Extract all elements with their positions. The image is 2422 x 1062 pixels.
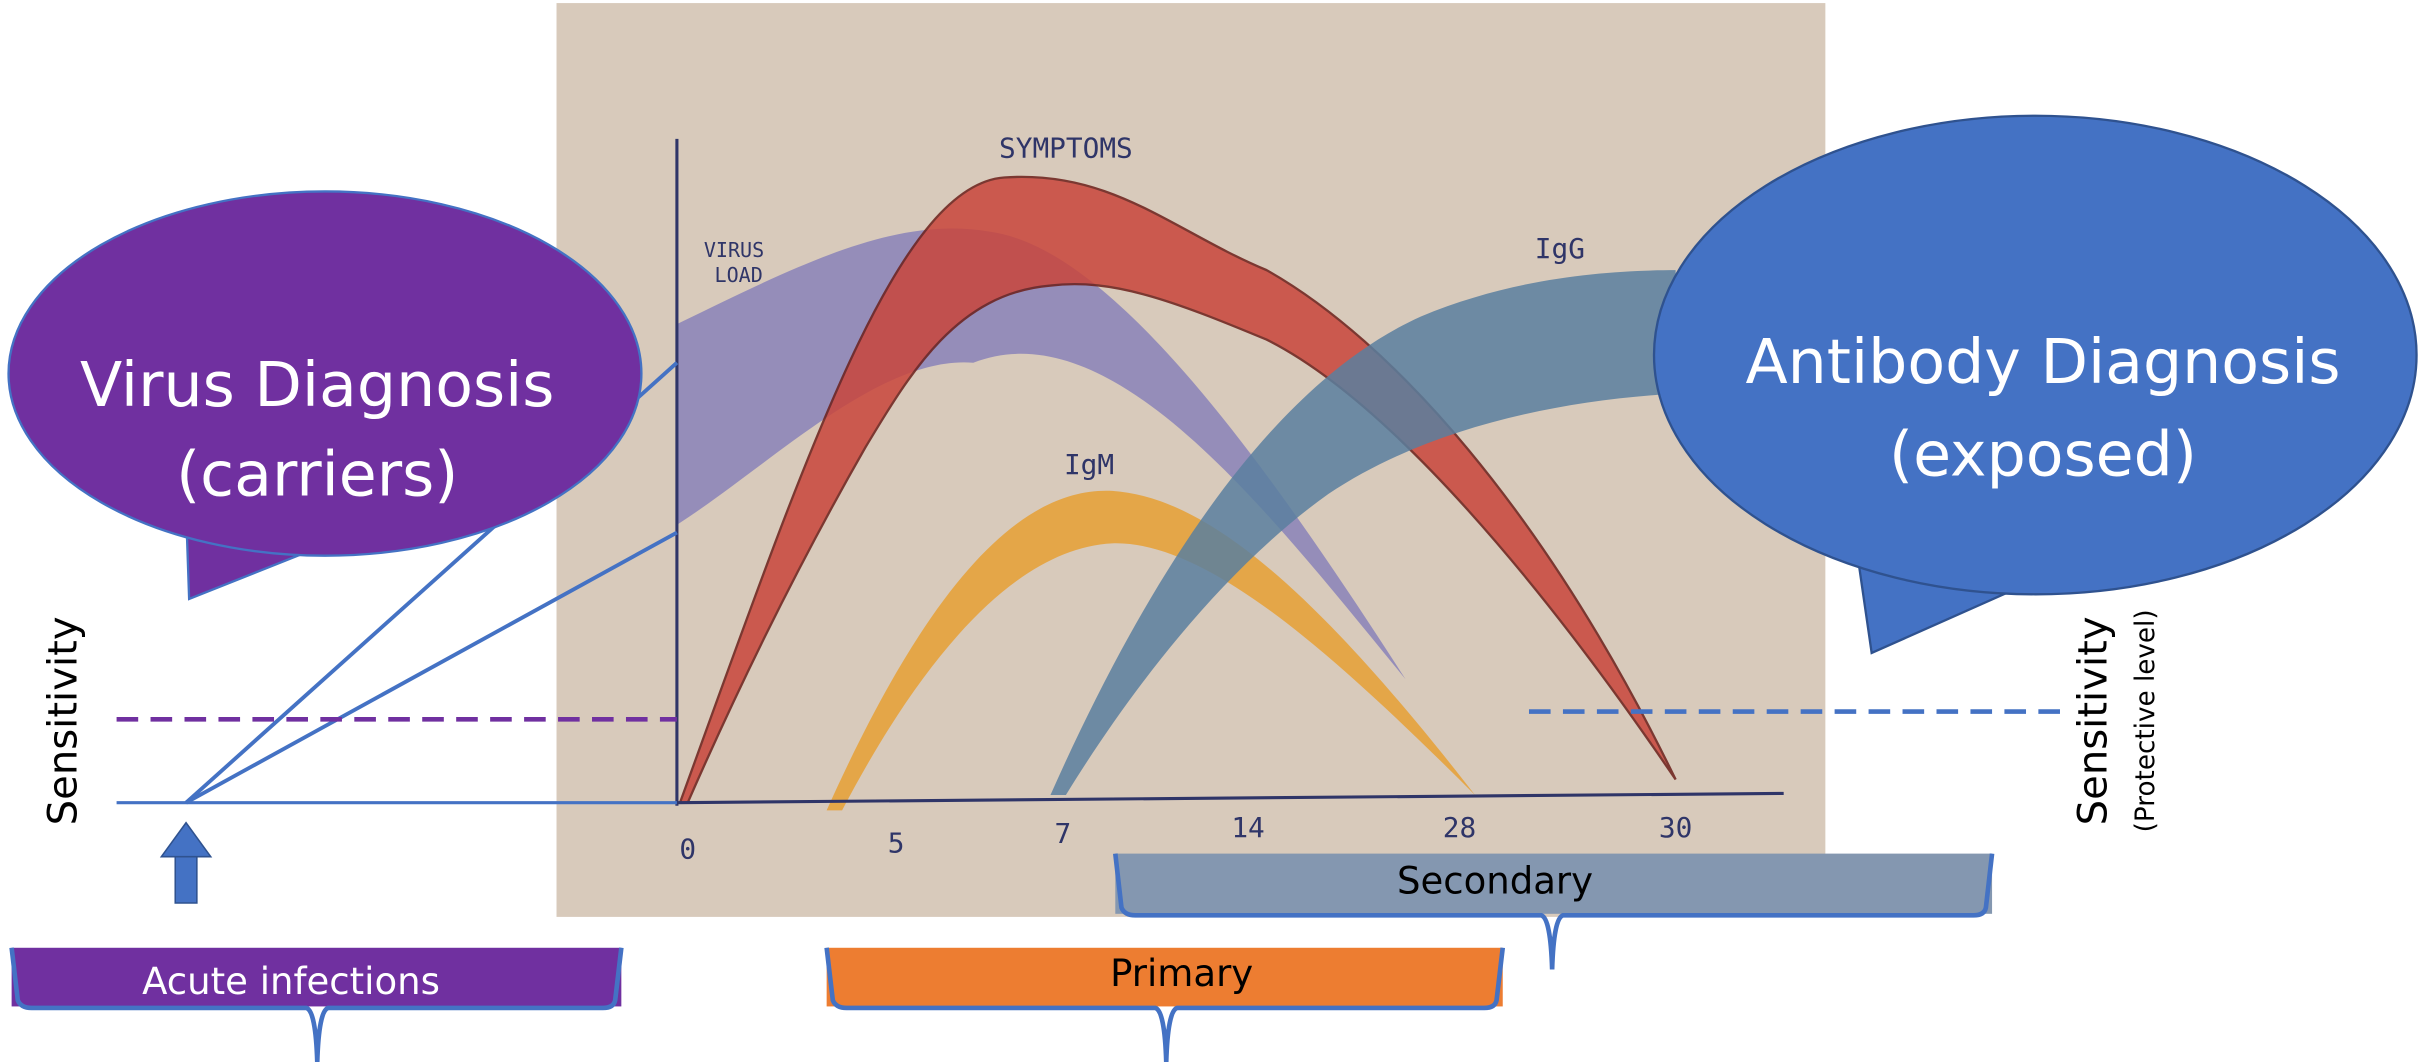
curve-label: SYMPTOMS: [999, 132, 1133, 165]
bubble-text: (carriers): [176, 439, 458, 511]
acute-bracket: Acute infections: [12, 948, 622, 1062]
sensitivity-label: Sensitivity: [2070, 616, 2116, 825]
sensitivity-note: (Protective level): [2131, 609, 2161, 832]
x-tick-label: 5: [888, 826, 905, 859]
bubble-text: Antibody Diagnosis: [1745, 326, 2340, 398]
x-tick-label: 30: [1659, 811, 1692, 844]
sketch-photo: SYMPTOMS VIRUS LOAD IgG IgM 0 5 7 14 28 …: [557, 3, 1826, 917]
curve-label: IgM: [1064, 448, 1114, 481]
bubble-text: (exposed): [1889, 419, 2197, 491]
x-tick-label: 0: [679, 833, 696, 866]
page: {"bubbles": [ {"lines": ["Virus Diagnosi…: [0, 0, 2422, 1062]
x-tick-label: 28: [1443, 811, 1476, 844]
up-arrow: [161, 823, 210, 903]
sensitivity-label: Sensitivity: [41, 616, 87, 825]
x-tick-label: 7: [1054, 817, 1071, 850]
primary-bracket: Primary: [827, 948, 1503, 1062]
curve-label: LOAD: [715, 263, 763, 287]
bracket-label: Secondary: [1397, 859, 1593, 902]
bracket-label: Acute infections: [142, 960, 440, 1003]
curve-label: VIRUS: [704, 238, 764, 262]
x-tick-label: 14: [1231, 811, 1264, 844]
bracket-label: Primary: [1110, 952, 1253, 995]
bubble-text: Virus Diagnosis: [80, 349, 554, 421]
curve-label: IgG: [1535, 232, 1585, 265]
virus-bubble: Virus Diagnosis (carriers): [9, 191, 642, 599]
diagram: SYMPTOMS VIRUS LOAD IgG IgM 0 5 7 14 28 …: [0, 0, 2422, 1062]
